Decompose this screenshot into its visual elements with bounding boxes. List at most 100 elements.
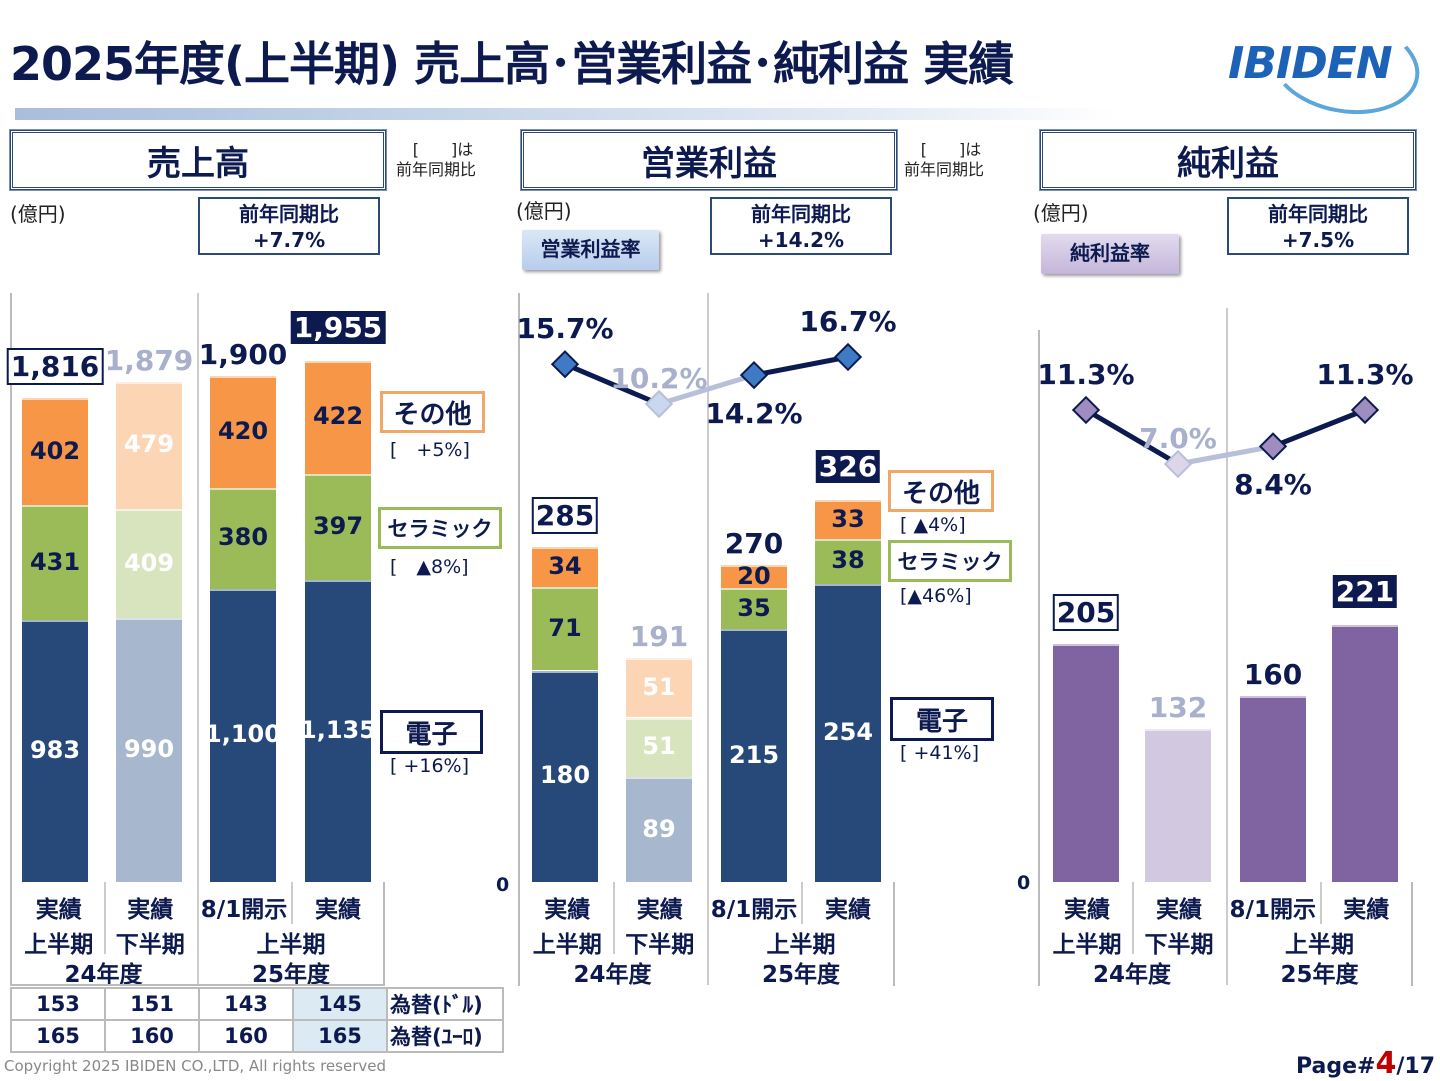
- bar-total-label: 1,879: [104, 343, 194, 377]
- category-label: 上半期: [1285, 932, 1354, 958]
- margin-line-segment: [1177, 443, 1274, 467]
- bar-segment-label: 180: [539, 761, 591, 790]
- bar-segment-label: 20: [737, 561, 771, 590]
- legend-ceramics: セラミック: [378, 507, 502, 549]
- category-divider: [1319, 882, 1322, 924]
- category-divider: [801, 882, 803, 924]
- category-label: 実績: [825, 897, 871, 923]
- yoy-note: [ ]は 前年同期比: [904, 140, 984, 180]
- yoy-label: 前年同期比: [1268, 202, 1368, 226]
- margin-label: 11.3%: [1316, 357, 1414, 391]
- panel-title-operating-income: 営業利益: [520, 129, 898, 191]
- category-divider: [1132, 882, 1134, 954]
- bar-total-label: 205: [1052, 593, 1120, 631]
- yoy-value: +14.2%: [757, 228, 845, 252]
- bar-segment-other: [532, 547, 598, 588]
- bar-segment-label: 35: [737, 593, 771, 622]
- fx-row-usd: 153 151 143 145 為替(ﾄﾞﾙ): [10, 987, 504, 1021]
- note-text: 前年同期比: [904, 160, 985, 179]
- bar-segment-ceramics: [532, 587, 598, 671]
- bar-segment-label: 215: [728, 740, 780, 769]
- group-divider: [707, 293, 709, 985]
- bar-segment-ceramics: [210, 487, 276, 589]
- bar-segment-other: [815, 500, 881, 539]
- yoy-label: 前年同期比: [751, 202, 851, 226]
- fx-cell: 160: [104, 1019, 200, 1053]
- bar-segment-other: [116, 381, 182, 510]
- margin-line-segment: [753, 354, 849, 378]
- unit-label: (億円): [516, 199, 572, 223]
- bar-segment-ceramics: [116, 509, 182, 619]
- legend-electronics: 電子: [380, 710, 483, 754]
- bar-segment-electronics: [532, 670, 598, 882]
- bar-segment-label: 420: [217, 416, 269, 445]
- margin-marker: [1163, 449, 1193, 479]
- margin-line-segment: [658, 372, 755, 407]
- bar-segment-label: 33: [831, 504, 865, 533]
- legend-ceramics-yoy: [ ▲8%]: [390, 556, 469, 578]
- category-label: 実績: [1064, 897, 1110, 923]
- axis-zero-label: 0: [1017, 872, 1031, 894]
- bar-segment-ceramics: [22, 505, 88, 621]
- bar-segment-other: [305, 361, 371, 474]
- category-label: 上半期: [256, 932, 326, 958]
- company-logo: IBIDEN: [1228, 38, 1393, 89]
- bar-segment-electronics: [721, 629, 787, 882]
- yoy-box-sales: 前年同期比 +7.7%: [198, 197, 380, 255]
- legend-other-yoy: [ +5%]: [390, 439, 470, 461]
- bar-segment-label: 38: [831, 546, 865, 575]
- bar-segment-other: [721, 564, 787, 589]
- fx-cell: 165: [10, 1019, 106, 1053]
- bar-segment-label: 422: [312, 402, 364, 431]
- unit-label: (億円): [10, 202, 66, 226]
- margin-label: 10.2%: [610, 362, 708, 395]
- category-label: 8/1開示: [710, 897, 798, 923]
- bar-segment-label: 983: [29, 736, 81, 764]
- bar-segment-label: 479: [123, 430, 175, 459]
- yoy-box-net-income: 前年同期比 +7.5%: [1227, 197, 1409, 255]
- margin-marker: [1071, 395, 1101, 425]
- bar-segment-other: [626, 657, 692, 718]
- fx-cell: 165: [292, 1019, 388, 1053]
- margin-marker: [550, 350, 580, 379]
- margin-label: 11.3%: [1037, 357, 1135, 391]
- bar-segment-electronics: [116, 618, 182, 882]
- margin-marker: [1258, 432, 1288, 461]
- category-label: 下半期: [115, 932, 185, 958]
- axis-zero-label: 0: [496, 874, 510, 896]
- category-label: 25年度: [761, 962, 841, 988]
- bar-segment-label: 402: [29, 436, 81, 465]
- margin-label: 14.2%: [705, 397, 803, 431]
- yoy-label: 前年同期比: [239, 202, 339, 226]
- bar-total-label: 191: [629, 619, 689, 653]
- bar-total-label: 285: [531, 497, 599, 535]
- note-bracket: [ ]は: [920, 140, 982, 159]
- panel-title-net-income: 純利益: [1039, 129, 1417, 191]
- margin-marker: [739, 360, 769, 390]
- legend-electronics-yoy: [ +41%]: [900, 742, 980, 764]
- bar: [1240, 696, 1306, 882]
- category-divider: [612, 882, 615, 954]
- page-prefix: Page#: [1296, 1054, 1376, 1079]
- category-label: 上半期: [1052, 932, 1122, 958]
- bar-segment-other: [22, 398, 88, 506]
- margin-label: 16.7%: [799, 305, 897, 338]
- bar-segment-electronics: [305, 579, 371, 882]
- fx-cell: 153: [10, 987, 106, 1021]
- margin-label: 8.4%: [1234, 468, 1312, 502]
- fx-cell: 160: [198, 1019, 294, 1053]
- bar-segment-electronics: [22, 620, 88, 882]
- legend-ceramics-yoy: [▲46%]: [900, 585, 972, 607]
- fx-cell: 151: [104, 987, 200, 1021]
- yoy-value: +7.5%: [1281, 228, 1355, 252]
- bar: [1053, 643, 1119, 882]
- category-label: 実績: [35, 897, 82, 923]
- page-title: 2025年度(上半期) 売上高･営業利益･純利益 実績: [10, 37, 1014, 91]
- category-label: 実績: [544, 897, 591, 923]
- bar-segment-ceramics: [815, 538, 881, 584]
- fx-cell: 143: [198, 987, 294, 1021]
- margin-line-segment: [564, 361, 660, 407]
- category-label: 実績: [1156, 897, 1202, 923]
- group-divider: [197, 293, 199, 985]
- bar-segment-label: 34: [548, 552, 582, 581]
